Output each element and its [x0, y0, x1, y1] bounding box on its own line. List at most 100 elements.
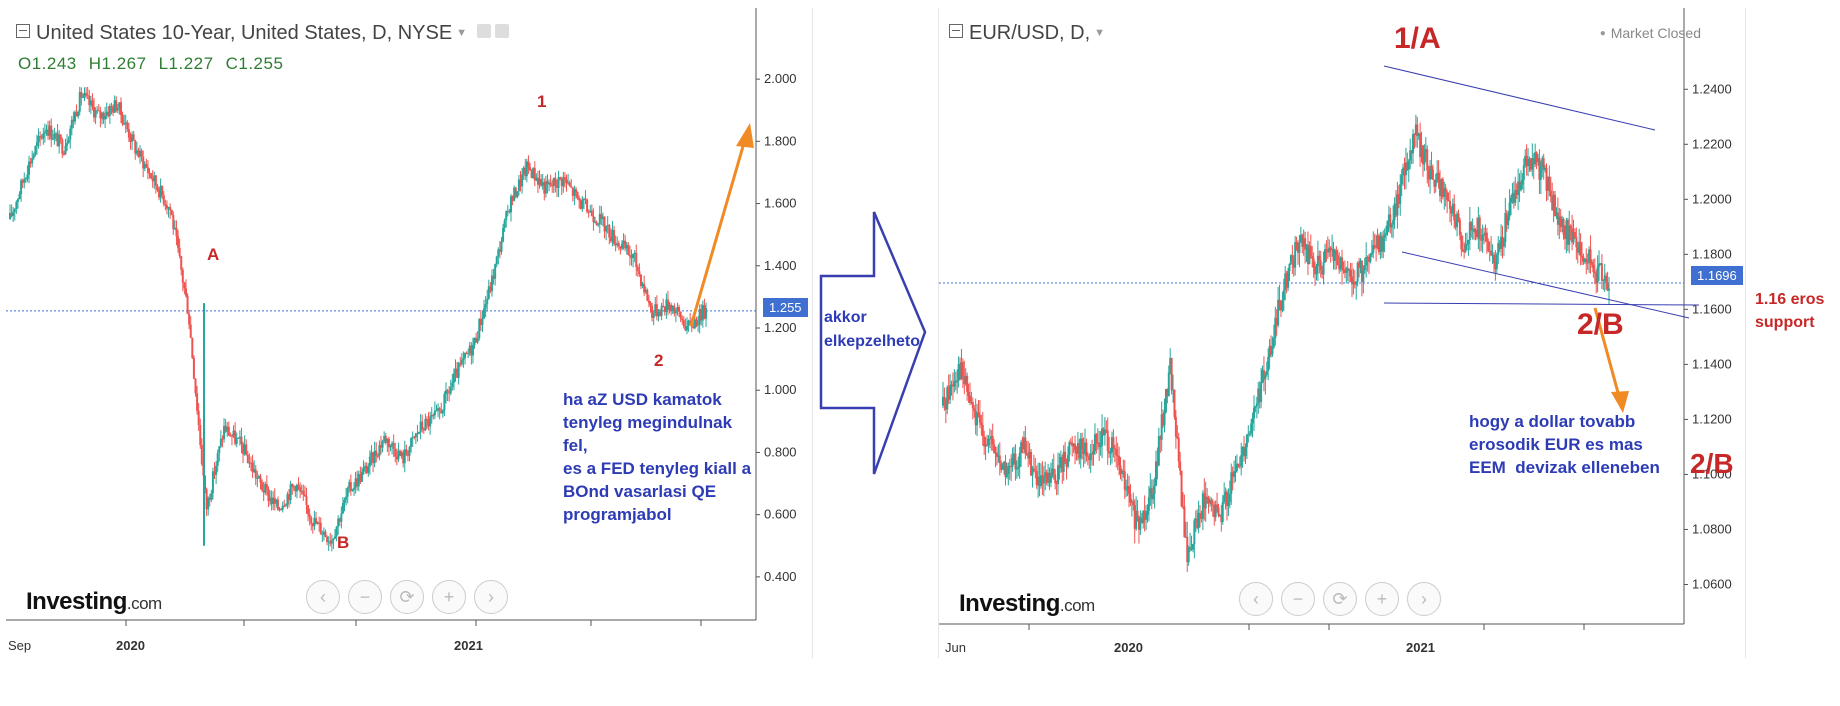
candle-body: [1578, 242, 1581, 253]
candle-body: [460, 359, 463, 365]
candle-body: [1255, 403, 1258, 407]
eye-icon[interactable]: [476, 24, 491, 38]
label-1: 1: [537, 92, 547, 111]
candle-body: [177, 236, 180, 248]
scroll-right-button[interactable]: ›: [474, 580, 508, 614]
zoom-out-button[interactable]: −: [348, 580, 382, 614]
lower-trendline: [1401, 251, 1690, 319]
candle-body: [156, 185, 159, 191]
candle-body: [1208, 500, 1211, 504]
candle-body: [178, 247, 181, 256]
candle-body: [459, 362, 462, 365]
candle-body: [1376, 235, 1379, 248]
candle-body: [326, 536, 329, 542]
candle-body: [281, 505, 284, 510]
candle-body: [1018, 453, 1021, 467]
candle-body: [685, 325, 688, 331]
candle-body: [998, 455, 1001, 464]
candle-body: [311, 523, 314, 527]
candle-body: [1314, 268, 1317, 275]
candle-body: [264, 484, 267, 493]
label-a: A: [207, 245, 220, 264]
y-tick-label: 1.1800: [1692, 246, 1732, 261]
candle-body: [194, 378, 197, 394]
left-chart-header[interactable]: United States 10-Year, United States, D,…: [16, 22, 509, 45]
right-chart-header[interactable]: EUR/USD, D, ▼: [949, 22, 1105, 45]
candle-body: [165, 205, 168, 209]
candle-body: [200, 444, 203, 465]
candle-body: [673, 305, 676, 314]
reset-button[interactable]: ⟳: [1323, 582, 1357, 616]
candle-body: [1358, 262, 1361, 268]
zoom-in-button[interactable]: +: [432, 580, 466, 614]
candle-body: [1096, 442, 1099, 444]
chevron-down-icon[interactable]: ▼: [1094, 27, 1106, 39]
candle-body: [272, 497, 275, 504]
candle-body: [991, 436, 994, 445]
candle-body: [522, 167, 525, 175]
candle-body: [115, 100, 118, 111]
candle-body: [1279, 306, 1282, 311]
candle-body: [1184, 536, 1187, 538]
candle-body: [116, 108, 119, 111]
collapse-icon[interactable]: [16, 24, 30, 38]
zoom-out-button[interactable]: −: [1281, 582, 1315, 616]
candle-body: [1434, 179, 1437, 187]
candle-body: [1563, 234, 1566, 239]
candle-body: [536, 177, 539, 185]
gear-icon[interactable]: [494, 24, 509, 38]
candle-body: [595, 221, 598, 225]
candle-body: [1600, 263, 1603, 281]
candle-body: [1088, 456, 1091, 461]
candle-body: [1066, 455, 1069, 467]
candle-body: [505, 211, 508, 221]
zoom-in-button[interactable]: +: [1365, 582, 1399, 616]
candle-body: [188, 314, 191, 325]
candle-body: [639, 274, 642, 287]
collapse-icon[interactable]: [949, 24, 963, 38]
candle-body: [1217, 507, 1220, 516]
candle-body: [1342, 269, 1345, 271]
candle-body: [457, 362, 460, 378]
candle-body: [464, 352, 467, 358]
candle-body: [1417, 133, 1420, 136]
reset-button[interactable]: ⟳: [390, 580, 424, 614]
candle-body: [1366, 256, 1369, 260]
candle-body: [698, 309, 701, 325]
candle-body: [1139, 517, 1142, 530]
candle-body: [270, 497, 273, 504]
scroll-left-button[interactable]: ‹: [1239, 582, 1273, 616]
candle-body: [158, 190, 161, 198]
candle-body: [1193, 520, 1196, 545]
candle-body: [1433, 179, 1436, 187]
candle-body: [291, 484, 294, 487]
candle-body: [1270, 345, 1273, 355]
chevron-down-icon[interactable]: ▼: [456, 27, 468, 39]
candle-body: [400, 452, 403, 456]
candle-body: [1430, 166, 1433, 170]
candle-body: [674, 310, 677, 314]
candle-body: [966, 375, 969, 392]
candle-body: [514, 187, 517, 198]
candle-body: [1454, 220, 1457, 228]
candle-body: [644, 289, 647, 293]
candle-body: [630, 256, 633, 259]
y-tick-label: 1.000: [764, 382, 797, 397]
candle-body: [1160, 414, 1163, 440]
candle-body: [1234, 470, 1237, 472]
candle-body: [1304, 238, 1307, 250]
candle-body: [481, 318, 484, 326]
candle-body: [1338, 265, 1341, 270]
candle-body: [1105, 429, 1108, 431]
candle-body: [1524, 155, 1527, 166]
candle-body: [127, 129, 130, 138]
scroll-left-button[interactable]: ‹: [306, 580, 340, 614]
candle-body: [1497, 243, 1500, 255]
candle-body: [1502, 242, 1505, 247]
arrow-text: akkor elkepzelheto: [824, 309, 921, 350]
candle-body: [324, 531, 327, 537]
scroll-right-button[interactable]: ›: [1407, 582, 1441, 616]
candle-body: [1572, 231, 1575, 243]
right-x-label-2020: 2020: [1114, 640, 1143, 655]
candle-body: [386, 438, 389, 443]
